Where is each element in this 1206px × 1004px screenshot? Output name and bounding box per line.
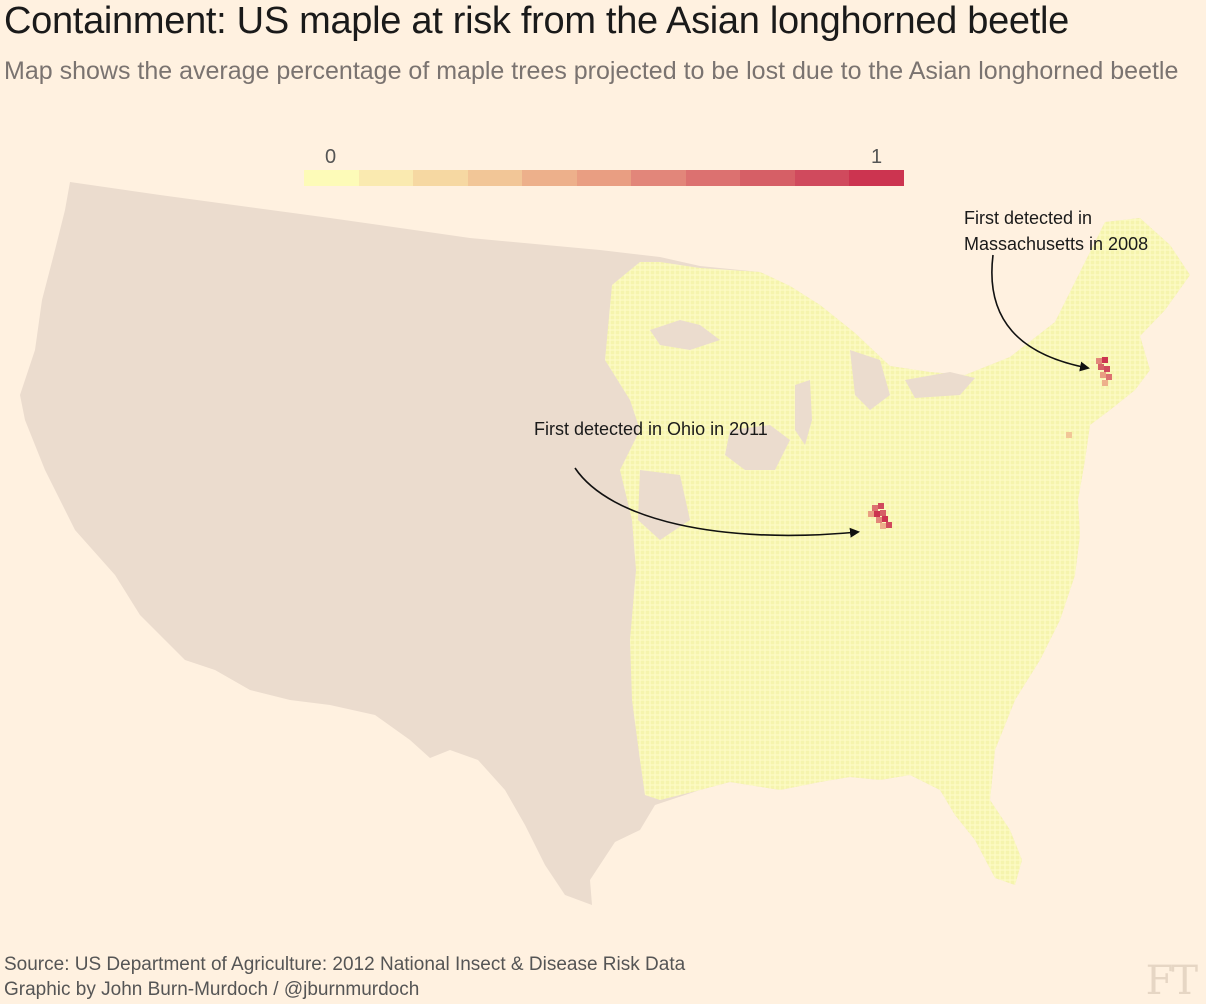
legend-swatch-5 — [576, 170, 632, 186]
chart-subtitle: Map shows the average percentage of mapl… — [4, 57, 1179, 85]
legend-swatch-4 — [522, 170, 577, 186]
legend-swatch-8 — [740, 170, 795, 186]
annotation-ohio: First detected in Ohio in 2011 — [534, 419, 768, 439]
arrow-massachusetts — [991, 254, 1090, 372]
footer: Source: US Department of Agriculture: 20… — [4, 952, 685, 1002]
legend-swatch-10 — [849, 170, 905, 186]
arrow-ohio — [574, 467, 860, 538]
color-scale-legend — [304, 170, 905, 186]
legend-swatch-1 — [358, 170, 414, 186]
source-note: Source: US Department of Agriculture: 20… — [4, 954, 686, 975]
legend-swatch-7 — [685, 170, 741, 186]
credit-note: Graphic by John Burn-Murdoch / @jburnmur… — [4, 979, 420, 1000]
legend-min-label: 0 — [325, 146, 337, 168]
risk-region — [605, 218, 1190, 885]
legend-max-label: 1 — [871, 146, 883, 168]
annotation-massachusetts: First detected in Massachusetts in 2008 — [964, 208, 1149, 254]
legend-swatch-9 — [794, 170, 850, 186]
legend-swatch-3 — [467, 170, 523, 186]
map-gaps — [638, 320, 975, 540]
chart-title: Containment: US maple at risk from the A… — [4, 0, 1069, 42]
us-map — [20, 182, 1190, 905]
ft-logo: FT — [1145, 958, 1198, 1004]
legend-swatch-2 — [413, 170, 468, 186]
legend-swatch-0 — [304, 170, 359, 186]
legend-swatch-6 — [631, 170, 686, 186]
hotspot-ohio — [868, 503, 892, 529]
hotspot-massachusetts — [1066, 357, 1112, 438]
